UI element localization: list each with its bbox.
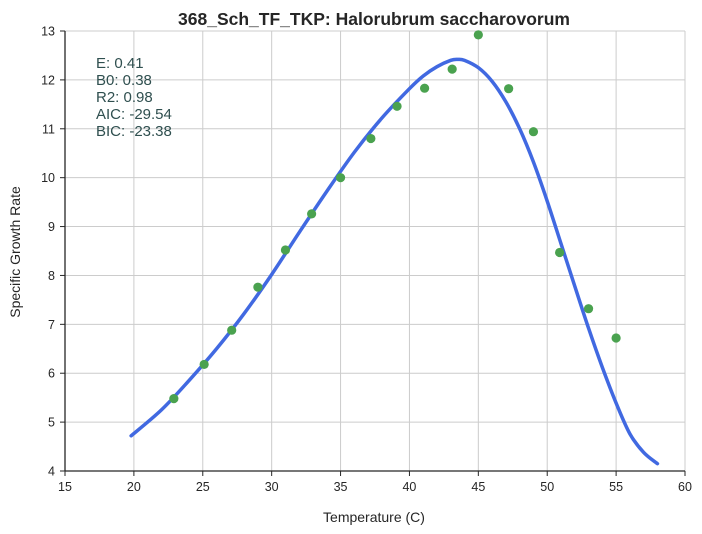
data-point — [366, 133, 376, 144]
data-point — [447, 64, 457, 74]
data-point — [583, 304, 594, 314]
plot-area — [65, 31, 685, 471]
y-tick-label: 9 — [48, 220, 55, 234]
data-point — [335, 173, 346, 183]
chart-title: 368_Sch_TF_TKP: Halorubrum saccharovorum — [178, 9, 570, 29]
fit-curve — [129, 57, 660, 466]
stat-r2: R2: 0.98 — [96, 89, 153, 106]
y-tick-label: 11 — [42, 122, 55, 136]
x-tick-label: 20 — [127, 480, 141, 494]
data-point — [253, 282, 263, 292]
data-point — [227, 325, 237, 335]
data-point — [307, 209, 317, 219]
data-point — [420, 83, 430, 93]
x-tick-label: 55 — [609, 480, 623, 494]
data-point — [611, 333, 621, 343]
x-tick-label: 25 — [196, 480, 210, 494]
data-point — [280, 245, 291, 255]
x-axis-ticks: 15 20 25 30 35 40 45 50 55 60 — [58, 471, 692, 494]
data-point — [199, 359, 209, 370]
y-tick-label: 5 — [48, 416, 55, 430]
x-tick-label: 35 — [334, 480, 348, 494]
x-tick-label: 30 — [265, 480, 279, 494]
y-tick-label: 10 — [41, 171, 55, 185]
x-tick-label: 45 — [471, 480, 485, 494]
x-tick-label: 15 — [58, 480, 72, 494]
grid — [65, 30, 686, 471]
y-axis-label: Specific Growth Rate — [7, 186, 23, 318]
axes — [64, 31, 685, 472]
x-tick-label: 60 — [678, 480, 692, 494]
y-tick-label: 6 — [48, 367, 55, 381]
stat-b0: B0: 0.38 — [96, 72, 152, 89]
data-point — [555, 247, 565, 258]
y-tick-label: 4 — [48, 465, 55, 479]
x-tick-label: 40 — [402, 480, 416, 494]
data-point — [169, 394, 179, 404]
y-axis-ticks: 4 5 6 7 8 9 10 11 12 13 — [41, 25, 65, 479]
y-tick-label: 7 — [48, 318, 55, 332]
y-tick-label: 8 — [48, 269, 55, 283]
data-point — [504, 84, 514, 94]
data-point — [528, 127, 539, 137]
data-point — [392, 101, 402, 111]
stat-e: E: 0.41 — [96, 55, 144, 72]
x-tick-label: 50 — [540, 480, 554, 494]
y-tick-label: 12 — [41, 73, 55, 87]
stat-bic: BIC: -23.38 — [96, 123, 172, 140]
y-tick-label: 13 — [41, 25, 55, 39]
fit-curve-layer — [129, 57, 660, 466]
data-point — [473, 30, 483, 40]
stat-aic: AIC: -29.54 — [96, 106, 172, 123]
x-axis-label: Temperature (C) — [323, 509, 425, 525]
data-points-layer — [169, 30, 621, 404]
fit-statistics: E: 0.41 B0: 0.38 R2: 0.98 AIC: -29.54 BI… — [96, 55, 172, 140]
